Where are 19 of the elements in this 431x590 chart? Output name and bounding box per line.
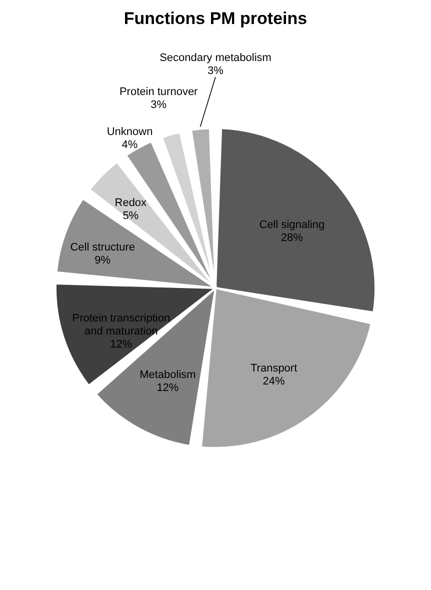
slice-label: Secondary metabolism xyxy=(160,52,272,64)
data-label: 24% xyxy=(262,375,286,388)
slice-label: Redox xyxy=(114,197,148,210)
data-label: 5% xyxy=(122,210,139,222)
slice-label: Protein turnover xyxy=(119,86,198,98)
data-label: 28% xyxy=(280,232,304,244)
data-label: 12% xyxy=(156,382,179,394)
slice-label: Transport xyxy=(250,362,298,374)
slice-label: Cell signaling xyxy=(259,218,325,231)
data-label: 3% xyxy=(208,65,224,77)
slice-label: Metabolism xyxy=(140,368,196,381)
slice-label: Cell structure xyxy=(70,241,135,254)
slice-label: Protein transcription and maturation xyxy=(72,312,170,338)
slice-label: Unknown xyxy=(106,126,153,138)
data-label: 9% xyxy=(94,254,111,266)
data-label: 12% xyxy=(110,338,132,351)
chart-title: Functions PM proteins xyxy=(124,9,308,28)
data-label: 3% xyxy=(150,99,167,112)
data-label: 4% xyxy=(122,139,138,152)
